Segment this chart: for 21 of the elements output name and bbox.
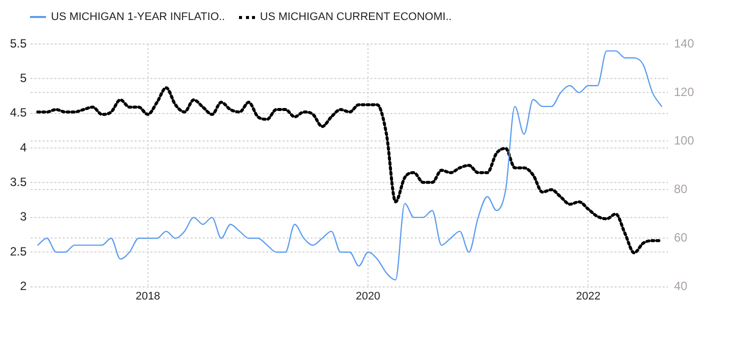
y-tick-label: 5.5	[10, 36, 27, 50]
y2-tick-label: 100	[674, 133, 694, 148]
legend-label: US MICHIGAN CURRENT ECONOMI..	[260, 11, 452, 23]
y-tick-label: 2.5	[10, 244, 27, 258]
y2-tick-label: 40	[674, 279, 688, 294]
y-tick-label: 2	[20, 279, 27, 294]
y2-tick-label: 120	[674, 84, 694, 99]
y-tick-label: 3	[20, 210, 27, 224]
y-tick-label: 3.5	[10, 175, 27, 190]
y-tick-label: 5	[20, 71, 27, 85]
y2-tick-label: 60	[674, 230, 688, 245]
y-tick-label: 4.5	[10, 106, 27, 120]
y2-tick-label: 80	[674, 182, 688, 196]
x-tick-label: 2018	[136, 290, 160, 302]
line-series	[37, 50, 662, 280]
line-series	[36, 86, 664, 254]
legend-label: US MICHIGAN 1-YEAR INFLATIO..	[51, 11, 225, 23]
x-tick-label: 2020	[356, 290, 380, 302]
y-tick-label: 4	[20, 140, 27, 154]
x-tick-label: 2022	[576, 290, 600, 302]
y2-tick-label: 140	[674, 36, 694, 50]
